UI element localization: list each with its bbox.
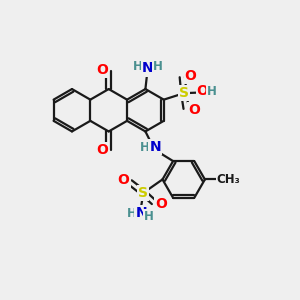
Text: H: H xyxy=(140,141,149,154)
Text: O: O xyxy=(96,143,108,157)
Text: S: S xyxy=(138,186,148,200)
Text: O: O xyxy=(197,84,208,98)
Text: H: H xyxy=(133,60,143,73)
Text: H: H xyxy=(153,60,163,73)
Text: H: H xyxy=(127,207,136,220)
Text: O: O xyxy=(184,68,196,83)
Text: CH₃: CH₃ xyxy=(217,173,240,186)
Text: O: O xyxy=(188,103,200,117)
Text: O: O xyxy=(155,197,167,212)
Text: N: N xyxy=(136,206,147,220)
Text: H: H xyxy=(144,210,154,223)
Text: S: S xyxy=(179,86,189,100)
Text: N: N xyxy=(142,61,154,75)
Text: O: O xyxy=(96,63,108,77)
Text: O: O xyxy=(118,173,130,187)
Text: N: N xyxy=(149,140,161,154)
Text: H: H xyxy=(206,85,216,98)
